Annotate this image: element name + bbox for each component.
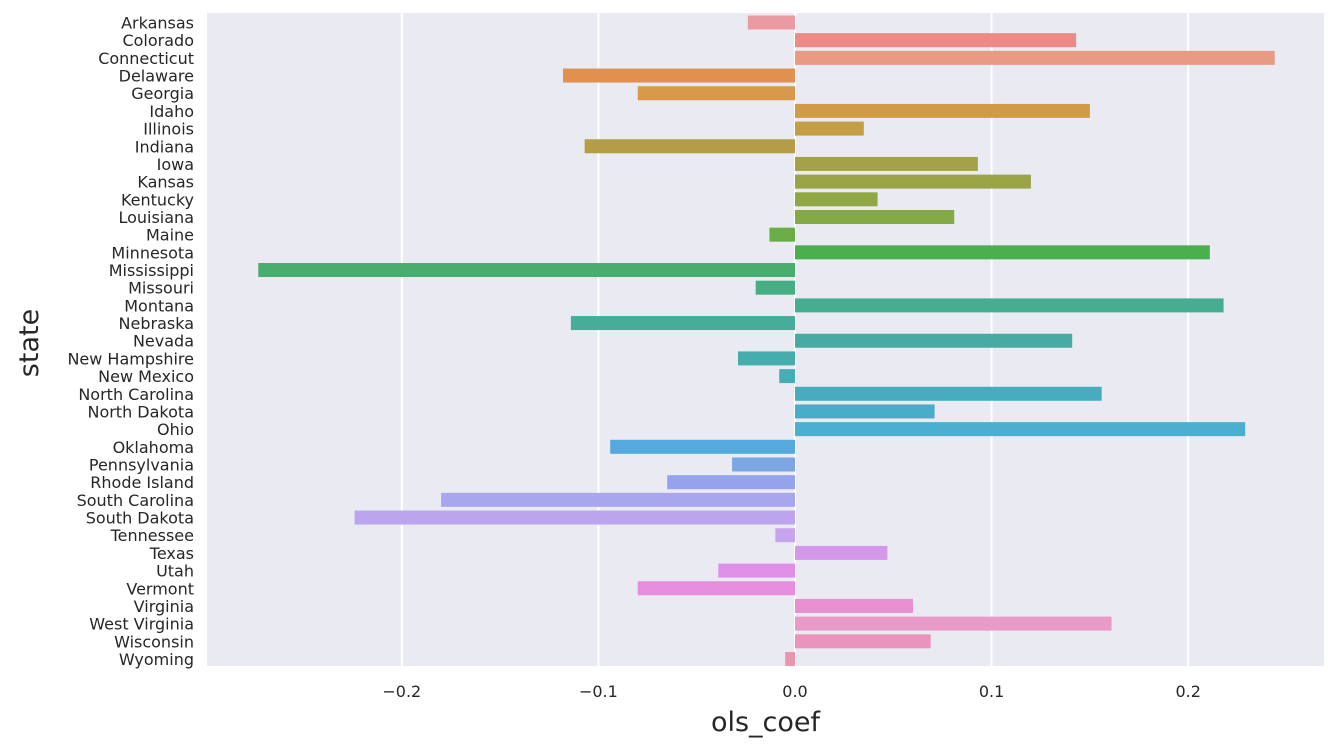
bar-kansas bbox=[795, 174, 1031, 189]
bar-tennessee bbox=[775, 528, 795, 543]
bar-minnesota bbox=[795, 245, 1210, 260]
y-tick-label: Kansas bbox=[137, 173, 194, 192]
bar-montana bbox=[795, 298, 1224, 313]
bar-nevada bbox=[795, 333, 1073, 348]
bar-arkansas bbox=[747, 15, 795, 30]
y-tick-label: Iowa bbox=[157, 155, 194, 174]
y-tick-label: North Carolina bbox=[78, 385, 194, 404]
y-tick-label: Connecticut bbox=[98, 49, 194, 68]
y-tick-label: South Carolina bbox=[77, 491, 194, 510]
y-tick-label: Tennessee bbox=[110, 526, 194, 545]
y-axis-title: state bbox=[14, 309, 45, 377]
bar-louisiana bbox=[795, 209, 955, 224]
plot-area bbox=[207, 13, 1324, 666]
y-tick-label: Colorado bbox=[122, 31, 194, 50]
y-tick-label: Missouri bbox=[128, 279, 194, 298]
bar-vermont bbox=[637, 581, 795, 596]
y-tick-label: Wisconsin bbox=[114, 632, 194, 651]
bar-kentucky bbox=[795, 192, 878, 207]
y-tick-label: South Dakota bbox=[86, 509, 194, 528]
y-tick-label: Virginia bbox=[134, 597, 194, 616]
bar-new-hampshire bbox=[737, 351, 795, 366]
bar-south-dakota bbox=[354, 510, 795, 525]
y-tick-label: Montana bbox=[124, 296, 194, 315]
x-axis-title: ols_coef bbox=[711, 707, 822, 738]
x-tick-label: −0.1 bbox=[579, 682, 618, 701]
y-tick-label: Louisiana bbox=[118, 208, 194, 227]
y-tick-label: New Hampshire bbox=[67, 349, 194, 368]
bar-maine bbox=[769, 227, 795, 242]
y-tick-label: Idaho bbox=[149, 102, 194, 121]
y-tick-label: Mississippi bbox=[109, 261, 194, 280]
y-tick-label: Ohio bbox=[157, 420, 194, 439]
y-tick-label: Maine bbox=[146, 226, 194, 245]
y-tick-label: Pennsylvania bbox=[89, 456, 194, 475]
bar-wyoming bbox=[785, 651, 795, 666]
bar-texas bbox=[795, 545, 888, 560]
y-tick-label: New Mexico bbox=[98, 367, 194, 386]
y-tick-label: Oklahoma bbox=[113, 438, 194, 457]
bar-west-virginia bbox=[795, 616, 1112, 631]
y-tick-label: Texas bbox=[149, 544, 194, 563]
bar-pennsylvania bbox=[732, 457, 795, 472]
y-tick-label: Rhode Island bbox=[90, 473, 194, 492]
x-tick-label: 0.0 bbox=[782, 682, 807, 701]
bar-north-dakota bbox=[795, 404, 935, 419]
bar-rhode-island bbox=[667, 475, 795, 490]
y-tick-label: Vermont bbox=[126, 579, 194, 598]
x-tick-label: 0.2 bbox=[1175, 682, 1200, 701]
y-tick-label: Indiana bbox=[135, 137, 194, 156]
y-tick-label: Wyoming bbox=[119, 650, 194, 669]
y-tick-label: Arkansas bbox=[121, 14, 194, 33]
bar-illinois bbox=[795, 121, 864, 136]
y-tick-label: Delaware bbox=[119, 67, 194, 86]
bar-colorado bbox=[795, 33, 1077, 48]
y-tick-label: Minnesota bbox=[111, 243, 194, 262]
y-tick-label: North Dakota bbox=[87, 402, 194, 421]
y-tick-label: Nebraska bbox=[119, 314, 194, 333]
bars bbox=[258, 15, 1275, 666]
bar-georgia bbox=[637, 86, 795, 101]
y-tick-label: Illinois bbox=[143, 120, 194, 139]
y-tick-label: Kentucky bbox=[121, 190, 194, 209]
bar-new-mexico bbox=[779, 369, 795, 384]
x-tick-labels: −0.2 −0.1 0.0 0.1 0.2 bbox=[382, 682, 1201, 701]
x-tick-label: −0.2 bbox=[382, 682, 421, 701]
bar-north-carolina bbox=[795, 386, 1102, 401]
bar-delaware bbox=[563, 68, 795, 83]
bar-missouri bbox=[755, 280, 795, 295]
y-tick-label: West Virginia bbox=[89, 615, 194, 634]
bar-utah bbox=[718, 563, 795, 578]
bar-idaho bbox=[795, 103, 1090, 118]
bar-nebraska bbox=[570, 316, 795, 331]
bar-south-carolina bbox=[441, 492, 795, 507]
bar-oklahoma bbox=[610, 439, 795, 454]
y-tick-label: Georgia bbox=[131, 84, 194, 103]
bar-ohio bbox=[795, 422, 1246, 437]
bar-indiana bbox=[584, 139, 795, 154]
y-tick-label: Nevada bbox=[133, 332, 194, 351]
y-tick-labels: ArkansasColoradoConnecticutDelawareGeorg… bbox=[67, 14, 194, 669]
bar-wisconsin bbox=[795, 634, 931, 649]
bar-connecticut bbox=[795, 50, 1275, 65]
bar-mississippi bbox=[258, 263, 796, 278]
bar-iowa bbox=[795, 156, 978, 171]
x-tick-label: 0.1 bbox=[979, 682, 1004, 701]
bar-virginia bbox=[795, 598, 913, 613]
y-tick-label: Utah bbox=[156, 562, 194, 581]
